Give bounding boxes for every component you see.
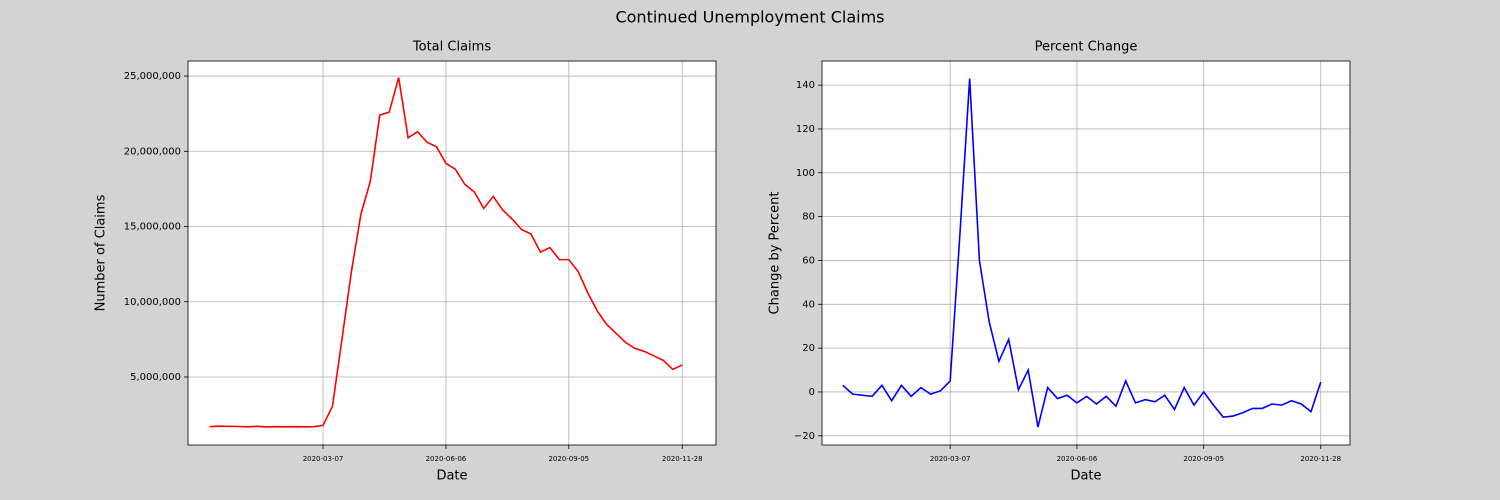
y-tick-label: 15,000,000 (124, 222, 181, 233)
x-axis-label: Date (1070, 469, 1101, 484)
x-tick-label: 2020-09-05 (548, 455, 589, 463)
figure-title: Continued Unemployment Claims (615, 8, 884, 27)
line-series (209, 77, 683, 428)
x-axis-label: Date (436, 469, 467, 484)
y-tick-label: 20 (802, 343, 815, 354)
y-tick-label: 10,000,000 (124, 297, 181, 308)
y-tick-label: 5,000,000 (130, 372, 181, 383)
chart-title: Percent Change (1035, 40, 1138, 55)
x-tick-label: 2020-09-05 (1183, 455, 1224, 463)
axes-frame (187, 60, 717, 446)
plot-area (822, 61, 1350, 445)
y-tick-label: −20 (794, 431, 815, 442)
axes-frame (821, 60, 1351, 446)
x-tick-label: 2020-06-06 (426, 455, 467, 463)
y-tick-label: 0 (809, 387, 815, 398)
y-tick-label: 60 (802, 255, 815, 266)
y-axis-label: Number of Claims (94, 194, 109, 311)
plot-area (188, 61, 716, 445)
y-tick-label: 80 (802, 212, 815, 223)
y-tick-label: 100 (796, 168, 815, 179)
y-tick-label: 20,000,000 (124, 146, 181, 157)
x-tick-label: 2020-03-07 (930, 455, 971, 463)
line-series (842, 78, 1322, 428)
x-tick-label: 2020-06-06 (1057, 455, 1098, 463)
y-axis-label: Change by Percent (768, 192, 783, 315)
x-tick-label: 2020-11-28 (1300, 455, 1341, 463)
y-tick-label: 140 (796, 80, 815, 91)
x-tick-label: 2020-11-28 (662, 455, 703, 463)
y-tick-label: 40 (802, 299, 815, 310)
y-tick-label: 25,000,000 (124, 71, 181, 82)
y-tick-label: 120 (796, 124, 815, 135)
chart-title: Total Claims (412, 40, 491, 55)
x-tick-label: 2020-03-07 (303, 455, 344, 463)
